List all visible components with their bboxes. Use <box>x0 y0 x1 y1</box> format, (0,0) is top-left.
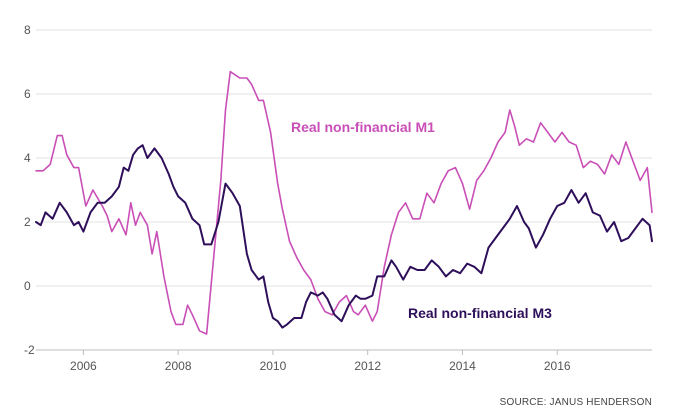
annotation-m3: Real non-financial M3 <box>408 305 552 321</box>
y-tick-label: 6 <box>24 87 31 101</box>
x-tick-label: 2012 <box>354 359 381 373</box>
y-tick-label: 4 <box>24 151 31 165</box>
x-tick-label: 2006 <box>70 359 97 373</box>
y-tick-label: 2 <box>24 215 31 229</box>
horizontal-gridlines <box>36 29 652 287</box>
series-line-m3 <box>35 144 653 329</box>
annotation-m1: Real non-financial M1 <box>291 119 435 135</box>
series-lines <box>35 70 653 335</box>
x-tick-label: 2014 <box>449 359 476 373</box>
y-tick-label: 0 <box>24 279 31 293</box>
x-tick-label: 2008 <box>165 359 192 373</box>
x-axis-tick-labels: 2006 2008 2010 2012 2014 2016 <box>70 359 571 373</box>
series-line-m1 <box>35 70 653 335</box>
x-axis <box>36 349 652 355</box>
y-tick-label: -2 <box>24 343 35 357</box>
y-tick-label: 8 <box>24 23 31 37</box>
y-axis-tick-labels: -2 0 2 4 6 8 <box>24 23 35 357</box>
x-tick-label: 2016 <box>544 359 571 373</box>
x-tick-label: 2010 <box>260 359 287 373</box>
source-note: SOURCE: JANUS HENDERSON <box>500 397 652 408</box>
